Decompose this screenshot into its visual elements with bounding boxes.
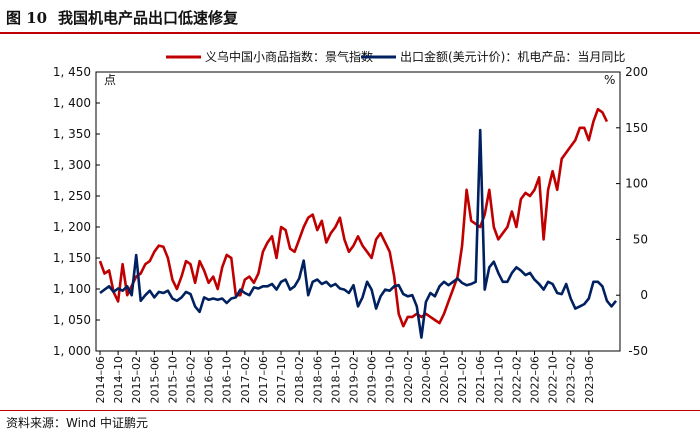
series-lines: [98, 107, 618, 339]
left-tick-label: 1, 000: [53, 344, 91, 358]
x-tick-label: 2016–02: [185, 356, 198, 404]
x-tick-label: 2023–02: [565, 356, 578, 404]
x-tick-label: 2017–10: [275, 356, 288, 404]
x-tick-label: 2020–06: [420, 356, 433, 404]
x-tick-label: 2017–06: [257, 356, 270, 404]
left-tick-label: 1, 300: [53, 158, 91, 172]
left-tick-label: 1, 450: [53, 65, 91, 79]
x-tick-label: 2015–02: [130, 356, 143, 404]
left-tick-label: 1, 150: [53, 251, 91, 265]
right-tick-label: 50: [633, 232, 648, 246]
right-tick-label: 100: [625, 177, 648, 191]
figure-title: 我国机电产品出口低速修复: [58, 9, 239, 27]
legend: 义乌中国小商品指数：景气指数 出口金额(美元计价)：机电产品：当月同比: [166, 49, 625, 64]
x-tick-label: 2019–10: [384, 356, 397, 404]
x-tick-label: 2015–06: [148, 356, 161, 404]
left-axis-unit: 点: [104, 73, 116, 87]
left-tick-label: 1, 050: [53, 313, 91, 327]
legend-label-export: 出口金额(美元计价)：机电产品：当月同比: [400, 49, 625, 64]
x-tick-label: 2021–10: [492, 356, 505, 404]
x-tick-label: 2018–02: [293, 356, 306, 404]
x-tick-label: 2020–10: [438, 356, 451, 404]
x-tick-label: 2014–10: [112, 356, 125, 404]
bottom-rule: [0, 410, 700, 411]
source-note: 资料来源：Wind 中证鹏元: [6, 416, 148, 430]
x-tick-label: 2017–02: [239, 356, 252, 404]
x-tick-label: 2016–10: [221, 356, 234, 404]
legend-label-yiwu: 义乌中国小商品指数：景气指数: [205, 49, 373, 64]
top-rule: [0, 32, 700, 34]
series-line-export-yoy: [99, 128, 618, 339]
x-tick-label: 2022–06: [529, 356, 542, 404]
x-tick-label: 2020–02: [402, 356, 415, 404]
right-tick-label: 150: [625, 121, 648, 135]
x-tick-label: 2023–06: [583, 356, 596, 404]
x-tick-label: 2016–06: [203, 356, 216, 404]
plot-frame: [95, 71, 621, 352]
x-tick-label: 2015–10: [166, 356, 179, 404]
left-tick-label: 1, 350: [53, 127, 91, 141]
x-tick-label: 2021–06: [474, 356, 487, 404]
x-tick-label: 2022–02: [510, 356, 523, 404]
right-tick-label: -50: [628, 344, 648, 358]
x-tick-label: 2021–02: [456, 356, 469, 404]
series-line-yiwu-index: [98, 107, 609, 328]
x-tick-label: 2019–06: [366, 356, 379, 404]
x-tick-label: 2018–06: [311, 356, 324, 404]
x-tick-label: 2019–02: [347, 356, 360, 404]
figure-number: 图 10: [6, 9, 48, 27]
right-tick-label: 200: [625, 65, 648, 79]
x-tick-label: 2022–10: [547, 356, 560, 404]
left-tick-label: 1, 400: [53, 96, 91, 110]
right-axis-unit: %: [604, 73, 615, 87]
x-tick-label: 2018–10: [329, 356, 342, 404]
right-tick-label: 0: [640, 288, 648, 302]
title-bar: 图 10 我国机电产品出口低速修复: [0, 0, 700, 30]
left-tick-label: 1, 200: [53, 220, 91, 234]
left-tick-label: 1, 100: [53, 282, 91, 296]
left-tick-label: 1, 250: [53, 189, 91, 203]
axes: 1, 000 1, 050 1, 100 1, 150 1, 200 1, 250 1, 3…: [53, 65, 648, 404]
x-tick-label: 2014–06: [94, 356, 107, 404]
